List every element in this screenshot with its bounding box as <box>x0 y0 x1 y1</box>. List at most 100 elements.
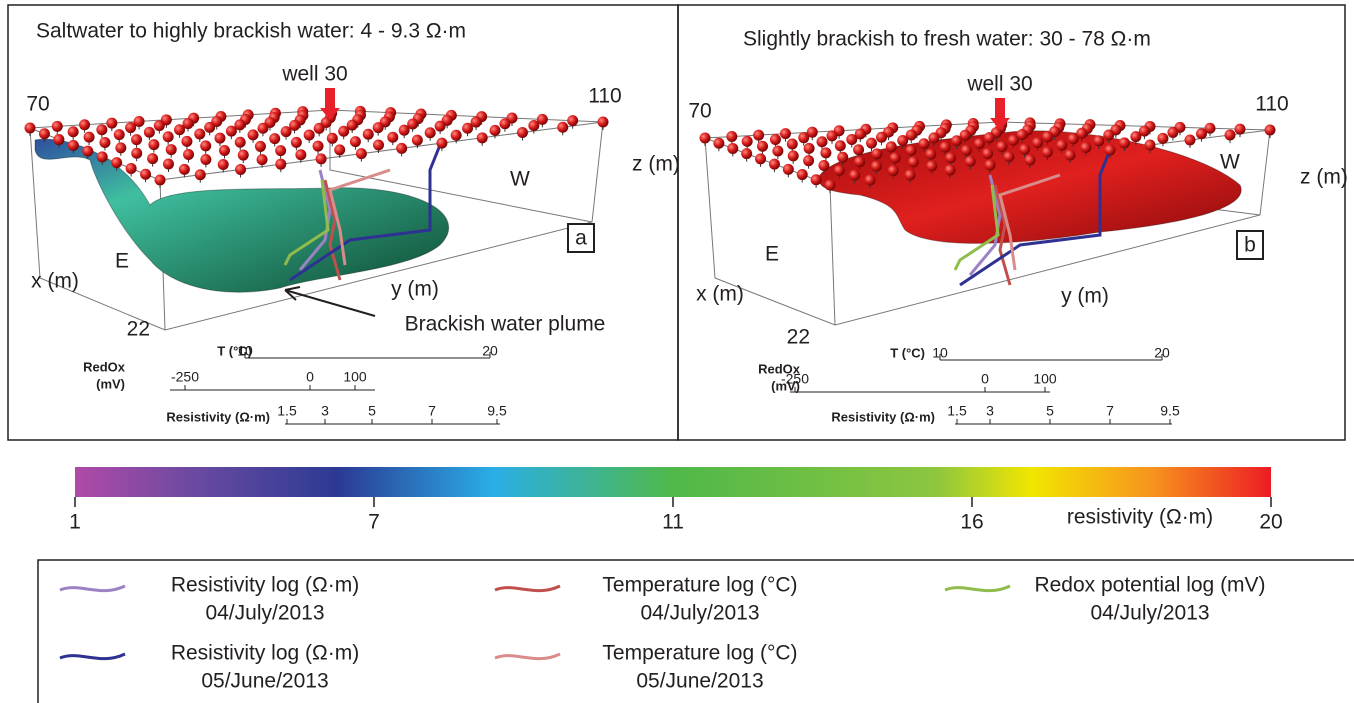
corner-label: 110 <box>588 85 621 108</box>
scale-tick-label: 20 <box>482 343 498 359</box>
electrode <box>194 128 206 140</box>
electrode <box>1144 139 1156 151</box>
electrode <box>887 165 899 177</box>
electrode <box>905 144 917 156</box>
axis-label: z (m) <box>632 153 680 176</box>
axis-label: y (m) <box>391 278 439 301</box>
scale-label: Resistivity (Ω·m) <box>166 409 270 424</box>
electrode <box>256 154 268 166</box>
corner-label: 70 <box>688 100 711 123</box>
electrode <box>450 129 462 141</box>
electrode <box>982 147 994 159</box>
axis-label: x (m) <box>31 270 79 293</box>
plume <box>34 138 450 293</box>
electrode <box>162 158 174 170</box>
legend-name: Temperature log (°C) <box>602 642 797 665</box>
electrode <box>939 141 951 153</box>
legend-swatch <box>59 652 126 661</box>
electrode <box>346 119 358 131</box>
electrode <box>864 174 876 186</box>
electrode <box>131 147 143 159</box>
scale-label: (mV) <box>96 376 125 391</box>
electrode <box>200 154 212 166</box>
legend-swatch <box>944 584 1011 593</box>
colorbar-tick-label: 1 <box>69 511 81 534</box>
electrode <box>782 163 794 175</box>
electrode <box>257 122 269 134</box>
electrode <box>757 140 769 152</box>
electrode <box>235 163 247 175</box>
colorbar-tick-label: 20 <box>1259 511 1282 534</box>
legend-name: Redox potential log (mV) <box>1034 574 1265 597</box>
electrode <box>846 133 858 145</box>
scale-label: RedOx <box>83 359 126 374</box>
electrode <box>218 144 230 156</box>
electrode <box>854 156 866 168</box>
electrode <box>1157 132 1169 144</box>
electrode <box>826 130 838 142</box>
scale-tick-label: 3 <box>321 403 329 419</box>
scale-tick-label: 9.5 <box>487 403 507 419</box>
electrode <box>786 138 798 150</box>
electrode <box>1264 124 1276 136</box>
electrode <box>237 149 249 161</box>
electrode <box>755 153 767 165</box>
electrode <box>143 126 155 138</box>
electrode <box>834 140 846 152</box>
electrode <box>200 140 212 152</box>
electrode <box>462 122 474 134</box>
electrode <box>470 116 482 128</box>
electrode <box>53 134 65 146</box>
well-log <box>289 144 442 282</box>
electrode <box>67 139 79 151</box>
electrode <box>113 129 125 141</box>
scale-tick-label: 10 <box>237 343 253 359</box>
electrode <box>303 129 315 141</box>
electrode <box>1032 137 1044 149</box>
electrode <box>1104 144 1116 156</box>
scale-tick-label: 1.5 <box>947 403 967 419</box>
well-arrow <box>320 88 340 120</box>
legend-date: 04/July/2013 <box>1090 602 1209 625</box>
electrode <box>387 131 399 143</box>
scale-tick-label: 7 <box>1106 403 1114 419</box>
well-log <box>323 179 342 281</box>
electrode <box>951 135 963 147</box>
electrode <box>140 168 152 180</box>
electrode <box>983 132 995 144</box>
annotation-arrow <box>284 286 376 317</box>
direction-label: W <box>1220 151 1240 174</box>
electrode <box>772 145 784 157</box>
electrode <box>964 155 976 167</box>
scale-tick-label: 0 <box>306 369 314 385</box>
electrode <box>806 126 818 138</box>
legend-date: 05/June/2013 <box>636 670 763 693</box>
legend-name: Resistivity log (Ω·m) <box>171 642 359 665</box>
electrode <box>803 142 815 154</box>
electrode <box>1064 149 1076 161</box>
electrode <box>905 129 917 141</box>
electrode <box>907 156 919 168</box>
electrode <box>225 125 237 137</box>
legend-date: 04/July/2013 <box>205 602 324 625</box>
electrode <box>853 144 865 156</box>
electrode <box>567 115 579 127</box>
electrode <box>1130 131 1142 143</box>
direction-label: E <box>765 243 779 266</box>
electrode <box>411 134 423 146</box>
electrode <box>280 126 292 138</box>
electrode <box>217 158 229 170</box>
electrode <box>536 113 548 125</box>
well-log <box>998 173 1061 271</box>
electrode <box>973 138 985 150</box>
electrode <box>779 128 791 140</box>
scale-tick-label: 5 <box>368 403 376 419</box>
legend-name: Resistivity log (Ω·m) <box>171 574 359 597</box>
electrode <box>1224 129 1236 141</box>
electrode <box>313 122 325 134</box>
panel-title: Saltwater to highly brackish water: 4 - … <box>36 20 466 43</box>
electrode <box>183 149 195 161</box>
scale-tick-label: -250 <box>781 371 809 387</box>
electrode <box>824 179 836 191</box>
electrode <box>434 120 446 132</box>
